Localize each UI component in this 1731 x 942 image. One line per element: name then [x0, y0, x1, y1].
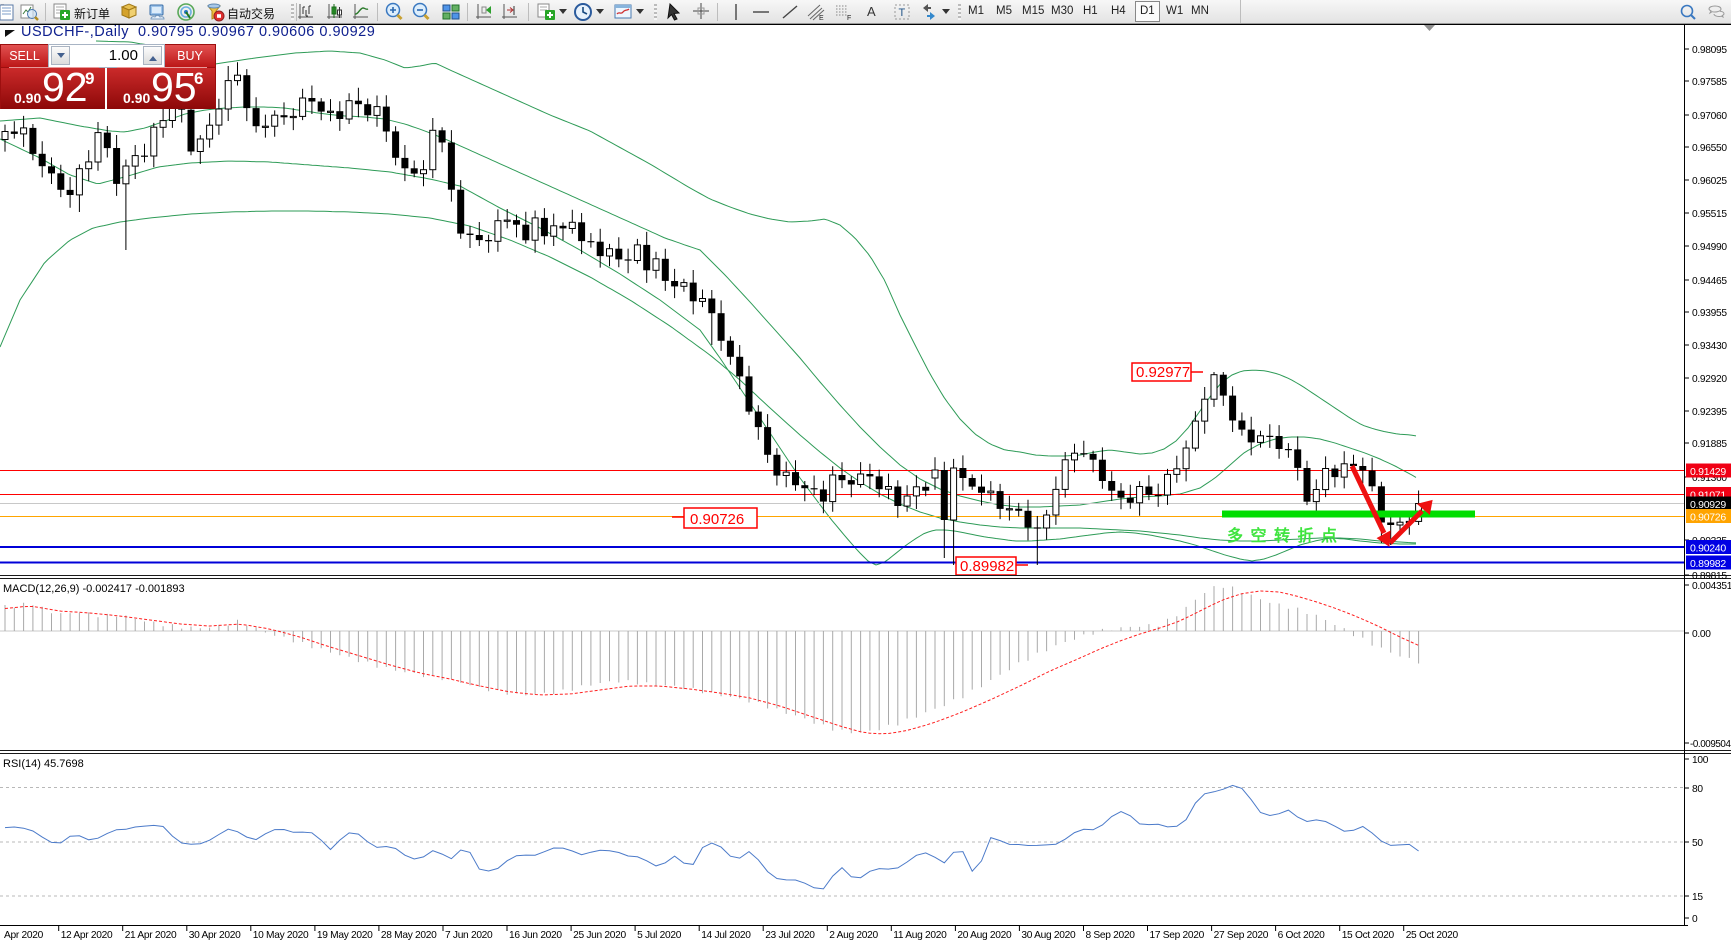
svg-text:0.004351: 0.004351 — [1692, 581, 1731, 592]
svg-text:0.92920: 0.92920 — [1692, 374, 1727, 385]
svg-text:25 Oct 2020: 25 Oct 2020 — [1406, 930, 1459, 941]
svg-text:0.98095: 0.98095 — [1692, 45, 1727, 56]
svg-text:0.89982: 0.89982 — [960, 558, 1014, 575]
svg-text:30 Apr 2020: 30 Apr 2020 — [189, 930, 241, 941]
svg-text:10 May 2020: 10 May 2020 — [253, 930, 309, 941]
svg-text:5 Jul 2020: 5 Jul 2020 — [637, 930, 682, 941]
svg-text:0.93955: 0.93955 — [1692, 308, 1727, 319]
svg-text:16 Jun 2020: 16 Jun 2020 — [509, 930, 562, 941]
svg-text:0.95515: 0.95515 — [1692, 209, 1727, 220]
svg-text:多空转折点: 多空转折点 — [1227, 526, 1345, 545]
svg-text:MACD(12,26,9) -0.002417 -0.001: MACD(12,26,9) -0.002417 -0.001893 — [3, 583, 185, 595]
svg-text:0.90929: 0.90929 — [1690, 499, 1726, 511]
svg-text:12 Apr 2020: 12 Apr 2020 — [61, 930, 113, 941]
svg-text:0.90726: 0.90726 — [1690, 512, 1726, 524]
svg-text:0.92395: 0.92395 — [1692, 407, 1727, 418]
svg-text:6 Oct 2020: 6 Oct 2020 — [1278, 930, 1325, 941]
svg-text:19 May 2020: 19 May 2020 — [317, 930, 373, 941]
svg-text:0: 0 — [1692, 914, 1698, 925]
svg-text:23 Jul 2020: 23 Jul 2020 — [765, 930, 815, 941]
svg-text:50: 50 — [1692, 838, 1703, 849]
svg-text:0.90726: 0.90726 — [690, 511, 744, 528]
svg-text:0.94990: 0.94990 — [1692, 242, 1727, 253]
svg-text:15 Oct 2020: 15 Oct 2020 — [1342, 930, 1395, 941]
svg-text:0.96550: 0.96550 — [1692, 143, 1727, 154]
svg-text:15: 15 — [1692, 892, 1703, 903]
svg-text:E: E — [819, 15, 824, 22]
svg-text:27 Sep 2020: 27 Sep 2020 — [1214, 930, 1269, 941]
svg-text:Apr 2020: Apr 2020 — [4, 930, 44, 941]
svg-text:RSI(14) 45.7698: RSI(14) 45.7698 — [3, 758, 84, 770]
svg-text:100: 100 — [1692, 755, 1709, 766]
svg-text:20 Aug 2020: 20 Aug 2020 — [957, 930, 1012, 941]
svg-text:21 Apr 2020: 21 Apr 2020 — [125, 930, 177, 941]
svg-text:7 Jun 2020: 7 Jun 2020 — [445, 930, 493, 941]
svg-text:0.89982: 0.89982 — [1690, 558, 1726, 570]
svg-text:0.00: 0.00 — [1692, 629, 1711, 640]
svg-text:0.93430: 0.93430 — [1692, 341, 1727, 352]
svg-text:0.97585: 0.97585 — [1692, 77, 1727, 88]
svg-text:14 Jul 2020: 14 Jul 2020 — [701, 930, 751, 941]
svg-text:0.97060: 0.97060 — [1692, 111, 1727, 122]
svg-text:28 May 2020: 28 May 2020 — [381, 930, 437, 941]
svg-text:T: T — [899, 7, 906, 19]
svg-text:0.94465: 0.94465 — [1692, 276, 1727, 287]
svg-text:2 Aug 2020: 2 Aug 2020 — [829, 930, 878, 941]
svg-text:25 Jun 2020: 25 Jun 2020 — [573, 930, 626, 941]
svg-text:0.91885: 0.91885 — [1692, 439, 1727, 450]
svg-text:USDCHF-,Daily 0.90795 0.90967: USDCHF-,Daily 0.90795 0.90967 0.90606 0.… — [21, 24, 375, 40]
svg-text:30 Aug 2020: 30 Aug 2020 — [1021, 930, 1076, 941]
svg-text:8 Sep 2020: 8 Sep 2020 — [1086, 930, 1136, 941]
svg-text:0.96025: 0.96025 — [1692, 176, 1727, 187]
svg-text:11 Aug 2020: 11 Aug 2020 — [893, 930, 947, 941]
svg-text:0.92977: 0.92977 — [1136, 364, 1190, 381]
svg-text:80: 80 — [1692, 784, 1703, 795]
svg-text:-0.009504: -0.009504 — [1690, 739, 1731, 750]
svg-text:F: F — [847, 15, 851, 22]
svg-text:0.91360: 0.91360 — [1692, 473, 1727, 484]
svg-text:17 Sep 2020: 17 Sep 2020 — [1150, 930, 1205, 941]
svg-text:0.91429: 0.91429 — [1690, 466, 1726, 478]
svg-text:0.89815: 0.89815 — [1692, 571, 1727, 582]
svg-text:0.90240: 0.90240 — [1690, 543, 1726, 555]
